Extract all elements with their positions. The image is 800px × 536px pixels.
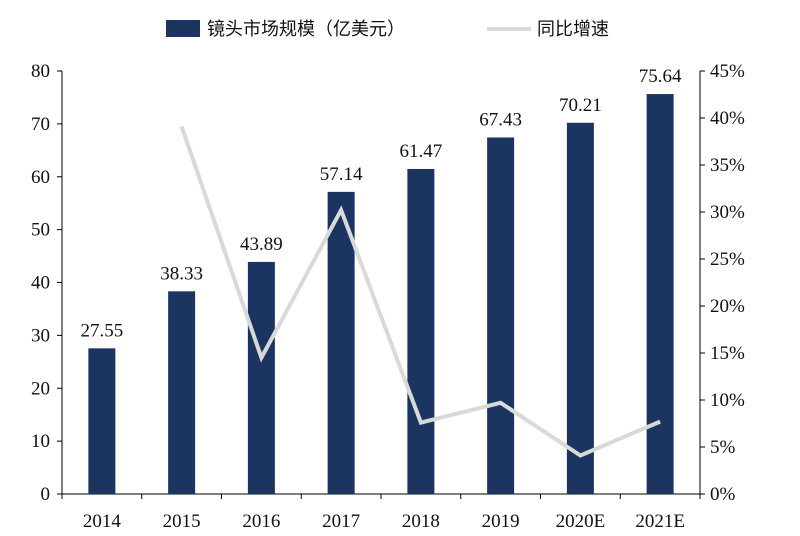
x-tick-label: 2016 bbox=[242, 511, 280, 532]
y-right-tick-label: 35% bbox=[710, 155, 745, 176]
bar-value-label: 67.43 bbox=[479, 109, 522, 130]
y-right-tick-label: 45% bbox=[710, 61, 745, 82]
legend-line-label: 同比增速 bbox=[537, 19, 609, 40]
bar-value-label: 75.64 bbox=[639, 66, 682, 87]
y-left-tick-label: 80 bbox=[31, 61, 50, 82]
bar bbox=[566, 122, 594, 495]
bar-value-label: 61.47 bbox=[400, 141, 443, 162]
bar bbox=[327, 191, 355, 494]
legend-bar-label: 镜头市场规模（亿美元） bbox=[207, 19, 405, 40]
x-tick-label: 2020E bbox=[556, 511, 606, 532]
bar-value-label: 70.21 bbox=[559, 95, 602, 116]
x-tick-label: 2019 bbox=[482, 511, 520, 532]
bar bbox=[407, 168, 435, 495]
y-right-tick-label: 0% bbox=[710, 484, 736, 505]
x-tick-label: 2014 bbox=[83, 511, 122, 532]
y-right-tick-label: 10% bbox=[710, 390, 745, 411]
bar-value-label: 27.55 bbox=[81, 320, 124, 341]
line-series bbox=[179, 125, 661, 458]
bar bbox=[168, 291, 196, 494]
y-left-tick-label: 60 bbox=[31, 167, 50, 188]
bar-value-label: 43.89 bbox=[240, 234, 283, 255]
bar bbox=[247, 261, 275, 494]
x-tick-label: 2018 bbox=[402, 511, 440, 532]
growth-rate-line bbox=[179, 125, 661, 458]
axes: 0 10 20 30 40 50 60 70 80 0% 5% 10% 15% 20% 25% 30% 35% 4… bbox=[31, 61, 745, 532]
y-right-tick-label: 15% bbox=[710, 343, 745, 364]
legend-bar-swatch bbox=[166, 20, 200, 37]
y-left-tick-label: 40 bbox=[31, 273, 50, 294]
y-left-tick-label: 70 bbox=[31, 114, 50, 135]
bar bbox=[88, 348, 116, 494]
bar bbox=[646, 94, 674, 494]
bar-value-label: 38.33 bbox=[160, 263, 203, 284]
y-right-tick-label: 5% bbox=[710, 437, 736, 458]
y-right-tick-label: 25% bbox=[710, 249, 745, 270]
y-right-tick-label: 40% bbox=[710, 108, 745, 129]
x-tick-label: 2015 bbox=[163, 511, 201, 532]
data-labels: 27.55 38.33 43.89 57.14 61.47 67.43 70.21 75.64 bbox=[81, 66, 683, 341]
y-left-tick-label: 10 bbox=[31, 431, 50, 452]
y-left-tick-label: 50 bbox=[31, 220, 50, 241]
x-tick-label: 2017 bbox=[322, 511, 360, 532]
y-left-tick-label: 30 bbox=[31, 325, 50, 346]
x-tick-label: 2021E bbox=[635, 511, 685, 532]
y-left-tick-label: 20 bbox=[31, 378, 50, 399]
y-left-tick-label: 0 bbox=[41, 484, 51, 505]
y-right-tick-label: 20% bbox=[710, 296, 745, 317]
y-right-tick-label: 30% bbox=[710, 202, 745, 223]
legend: 镜头市场规模（亿美元） 同比增速 bbox=[166, 19, 609, 40]
bar bbox=[487, 137, 515, 495]
bar-series bbox=[88, 94, 674, 495]
bar-value-label: 57.14 bbox=[320, 164, 363, 185]
